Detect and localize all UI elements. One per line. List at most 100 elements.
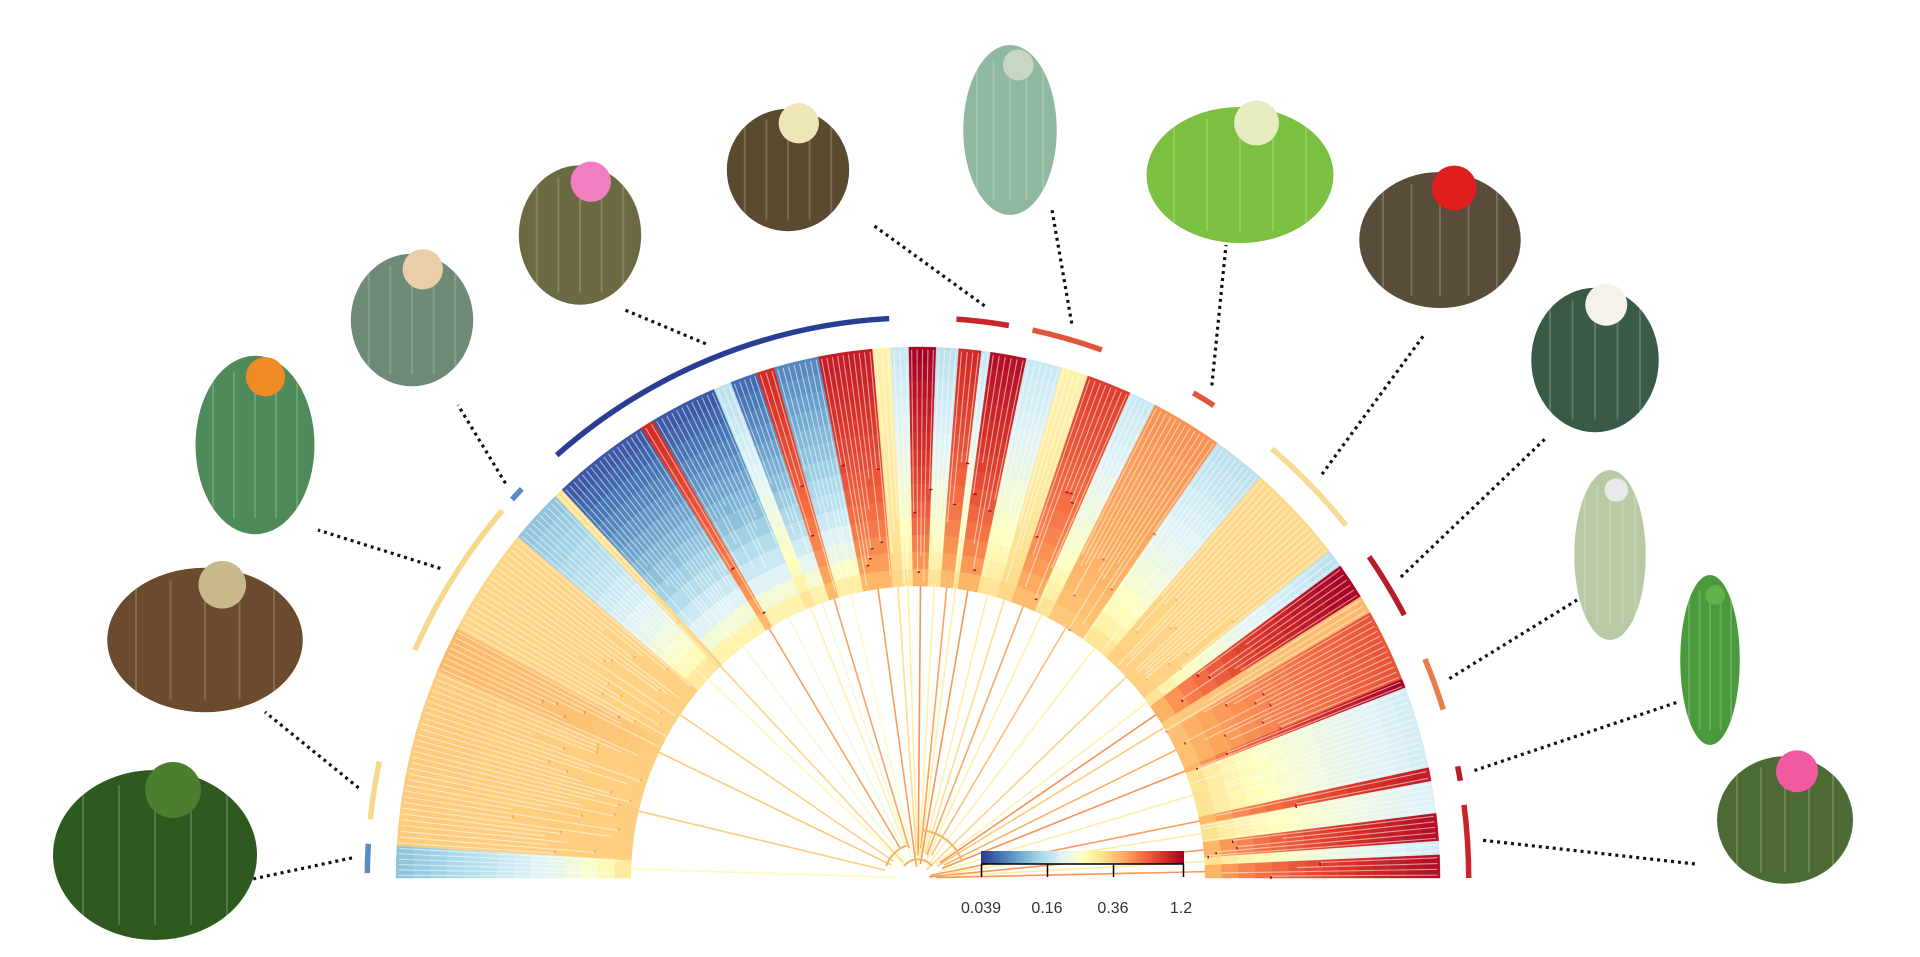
tip-branch <box>399 853 566 863</box>
tip-branch <box>1101 469 1249 652</box>
tip-branch <box>1248 758 1425 802</box>
plant-body <box>1574 470 1646 640</box>
tip-branch <box>1136 520 1301 674</box>
plant-body <box>518 165 642 305</box>
tip-branch <box>940 351 957 557</box>
node-connector <box>1183 741 1187 745</box>
node-connector <box>666 667 670 672</box>
tip-branch <box>696 399 758 530</box>
node-connector <box>1072 594 1077 597</box>
wedge-slice <box>1304 849 1323 862</box>
tip-branch <box>424 711 590 769</box>
branch <box>742 645 906 861</box>
node-connector <box>617 715 621 719</box>
branch <box>923 594 989 853</box>
tip-branch <box>1228 559 1334 641</box>
tip-branch <box>831 356 868 566</box>
tip-branch <box>887 350 898 519</box>
branch <box>631 868 895 879</box>
branch <box>679 714 894 862</box>
node-connector <box>629 799 632 803</box>
node-connector <box>1185 652 1189 657</box>
tip-branch <box>398 858 574 867</box>
tree-wedge <box>927 347 960 588</box>
plant-body <box>1359 172 1521 308</box>
tip-branch <box>603 456 739 637</box>
tip-branch <box>1081 408 1157 556</box>
tip-branch <box>401 819 546 837</box>
tip-branch <box>594 463 734 642</box>
flower <box>402 249 443 290</box>
tree-wedge <box>1204 854 1441 879</box>
tip-branch <box>1117 433 1201 564</box>
tip-branch <box>398 864 600 871</box>
tip-branch <box>1222 868 1438 874</box>
tip-branch <box>1204 651 1388 741</box>
tip-branch <box>722 387 771 506</box>
tip-branch <box>1261 661 1393 722</box>
tip-branch <box>1197 690 1405 772</box>
prickly-pear-opuntia-photo: prickly pear <box>195 355 315 535</box>
tip-branch <box>1172 466 1245 557</box>
wedge-slice <box>1321 847 1340 861</box>
tip-branch <box>1110 440 1210 589</box>
tip-branch <box>1084 413 1167 566</box>
tip-branch <box>1003 367 1053 554</box>
node-connector <box>596 742 600 747</box>
tip-branch <box>749 377 809 553</box>
node-connector <box>555 701 559 706</box>
tip-branch <box>920 349 924 557</box>
tip-branch <box>411 762 569 799</box>
node-connector <box>601 692 605 696</box>
wedge-slice <box>1287 850 1306 862</box>
tip-branch <box>436 679 598 747</box>
tip-branch <box>1174 511 1294 628</box>
tip-branch <box>1246 600 1361 673</box>
tip-branch <box>1068 387 1112 494</box>
claret-cup-echinocereus-photo: claret cup cactus <box>1359 165 1521 308</box>
tip-branch <box>1019 373 1075 551</box>
tip-branch <box>1175 564 1337 686</box>
tip-branch <box>1002 363 1036 502</box>
node-connector <box>511 814 514 819</box>
colorbar-tick-label: 1.2 <box>1170 900 1192 917</box>
tip-branch <box>1233 625 1375 705</box>
tip-branch <box>547 507 677 637</box>
tip-branch <box>1157 477 1258 595</box>
tip-branch <box>1271 874 1438 877</box>
tip-branch <box>1040 375 1080 497</box>
tip-branch <box>1245 574 1344 646</box>
node-connector <box>1225 752 1228 756</box>
tip-branch <box>1305 764 1426 793</box>
clade-3-bar <box>412 508 505 652</box>
tip-branch <box>1040 377 1086 509</box>
node-connector <box>583 710 587 715</box>
tip-branch <box>645 427 732 570</box>
wedge-slice <box>1221 863 1239 879</box>
tip-branch <box>671 412 754 568</box>
tip-branch <box>1165 452 1228 538</box>
node-connector <box>1034 598 1038 601</box>
tip-branch <box>635 434 736 592</box>
tip-branch <box>946 351 963 522</box>
leader-line <box>317 528 441 570</box>
tip-branch <box>744 379 795 522</box>
tip-branch <box>738 381 795 535</box>
node-connector <box>1179 667 1183 671</box>
node-connector <box>841 464 845 467</box>
tip-branch <box>837 355 870 560</box>
plant-body <box>1717 756 1853 884</box>
branch <box>877 588 918 868</box>
tip-branch <box>934 350 946 550</box>
slender-stems-harrisia-photo: slender-stemmed cactus <box>1680 575 1740 745</box>
tip-branch <box>1018 370 1065 526</box>
tip-branch <box>413 750 595 798</box>
leader-line <box>247 856 353 882</box>
tip-branch <box>1157 456 1232 556</box>
leader-lines <box>247 209 1696 882</box>
tip-branch <box>706 394 754 501</box>
tip-branch <box>1035 379 1091 537</box>
tip-branch <box>490 577 612 663</box>
plant-body <box>1680 575 1740 745</box>
